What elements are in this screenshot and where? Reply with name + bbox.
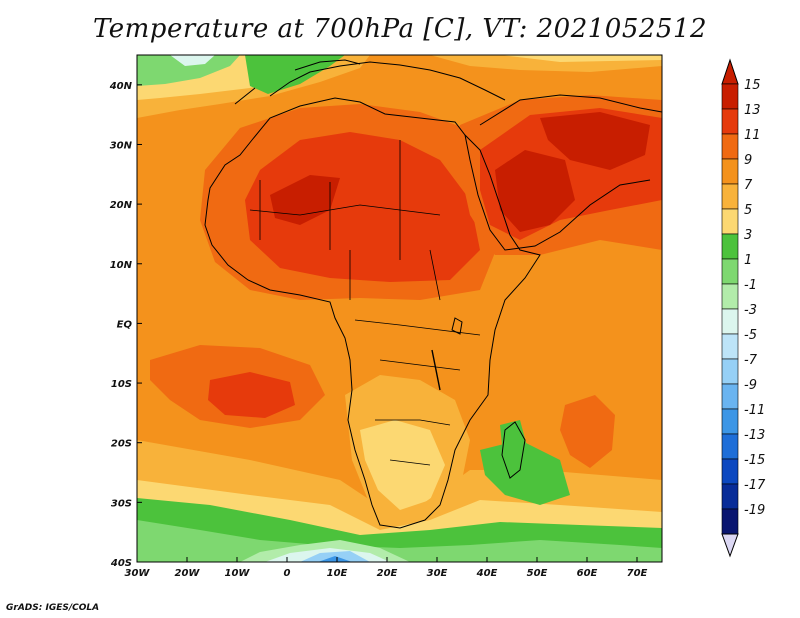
map-frame bbox=[136, 54, 663, 563]
y-tick-label: 10N bbox=[110, 260, 133, 271]
colorbar-label: -15 bbox=[744, 453, 765, 468]
colorbar-swatch bbox=[721, 508, 739, 535]
colorbar-swatch bbox=[721, 408, 739, 435]
colorbar-label: -5 bbox=[744, 328, 757, 343]
colorbar-label: -1 bbox=[744, 278, 757, 293]
colorbar-label: -13 bbox=[744, 428, 765, 443]
colorbar-swatch bbox=[721, 183, 739, 210]
x-tick-label: 20E bbox=[377, 568, 398, 579]
x-tick-label: 60E bbox=[577, 568, 598, 579]
colorbar-label: -11 bbox=[744, 403, 765, 418]
coastline-outline bbox=[204, 59, 662, 529]
colorbar-label: 1 bbox=[744, 253, 752, 268]
x-tick-label: 30E bbox=[427, 568, 448, 579]
map-title: Temperature at 700hPa [C], VT: 202105251… bbox=[92, 14, 708, 44]
y-tick-label: 40S bbox=[110, 558, 132, 569]
colorbar-max-arrow bbox=[721, 58, 739, 85]
temperature-field bbox=[137, 55, 662, 562]
colorbar-swatch bbox=[721, 158, 739, 185]
map-axes: 30W 20W 10W 0 10E 20E 30E 40E 50E 60E 70E 40N 30N 20N… bbox=[109, 81, 648, 579]
colorbar-label: 3 bbox=[744, 228, 752, 243]
colorbar-swatch bbox=[721, 258, 739, 285]
x-tick-label: 40E bbox=[476, 568, 498, 579]
y-tick-label: 30S bbox=[111, 498, 132, 509]
grads-credit: GrADS: IGES/COLA bbox=[6, 603, 100, 613]
colorbar-swatch bbox=[721, 83, 739, 110]
colorbar-min-arrow bbox=[721, 533, 739, 558]
colorbar-swatch bbox=[721, 108, 739, 135]
x-tick-label: 70E bbox=[627, 568, 648, 579]
colorbar-swatch bbox=[721, 483, 739, 510]
colorbar-label: 9 bbox=[744, 153, 752, 168]
x-tick-label: 0 bbox=[284, 568, 291, 579]
colorbar-swatch bbox=[721, 433, 739, 460]
colorbar-label: 13 bbox=[744, 103, 761, 118]
colorbar-label: 7 bbox=[744, 178, 753, 193]
colorbar-label: -19 bbox=[744, 503, 765, 518]
color-bar: 15 13 11 9 7 5 3 1 -1 -3 -5 -7 -9 -11 -13 -15 -17 -19 bbox=[721, 58, 766, 558]
colorbar-swatch bbox=[721, 358, 739, 385]
y-tick-label: 40N bbox=[109, 81, 133, 92]
x-tick-label: 30W bbox=[125, 568, 151, 579]
colorbar-swatch bbox=[721, 308, 739, 335]
colorbar-label: -7 bbox=[744, 353, 758, 368]
y-tick-label: 20N bbox=[110, 200, 133, 211]
x-tick-label: 20W bbox=[175, 568, 201, 579]
y-tick-label: 20S bbox=[111, 439, 132, 450]
x-tick-label: 10E bbox=[327, 568, 348, 579]
colorbar-swatch bbox=[721, 233, 739, 260]
x-tick-label: 10W bbox=[225, 568, 251, 579]
colorbar-swatch bbox=[721, 133, 739, 160]
y-tick-label: 10S bbox=[111, 379, 132, 390]
colorbar-swatch bbox=[721, 208, 739, 235]
colorbar-label: -3 bbox=[744, 303, 757, 318]
colorbar-swatch bbox=[721, 333, 739, 360]
colorbar-swatch bbox=[721, 458, 739, 485]
colorbar-swatch bbox=[721, 283, 739, 310]
colorbar-label: -9 bbox=[744, 378, 757, 393]
colorbar-swatch bbox=[721, 383, 739, 410]
colorbar-label: 5 bbox=[744, 203, 752, 218]
colorbar-label: 15 bbox=[744, 78, 761, 93]
colorbar-label: 11 bbox=[744, 128, 761, 143]
colorbar-label: -17 bbox=[744, 478, 766, 493]
y-tick-label: 30N bbox=[110, 140, 133, 151]
y-tick-label: EQ bbox=[117, 319, 133, 330]
x-tick-label: 50E bbox=[527, 568, 548, 579]
